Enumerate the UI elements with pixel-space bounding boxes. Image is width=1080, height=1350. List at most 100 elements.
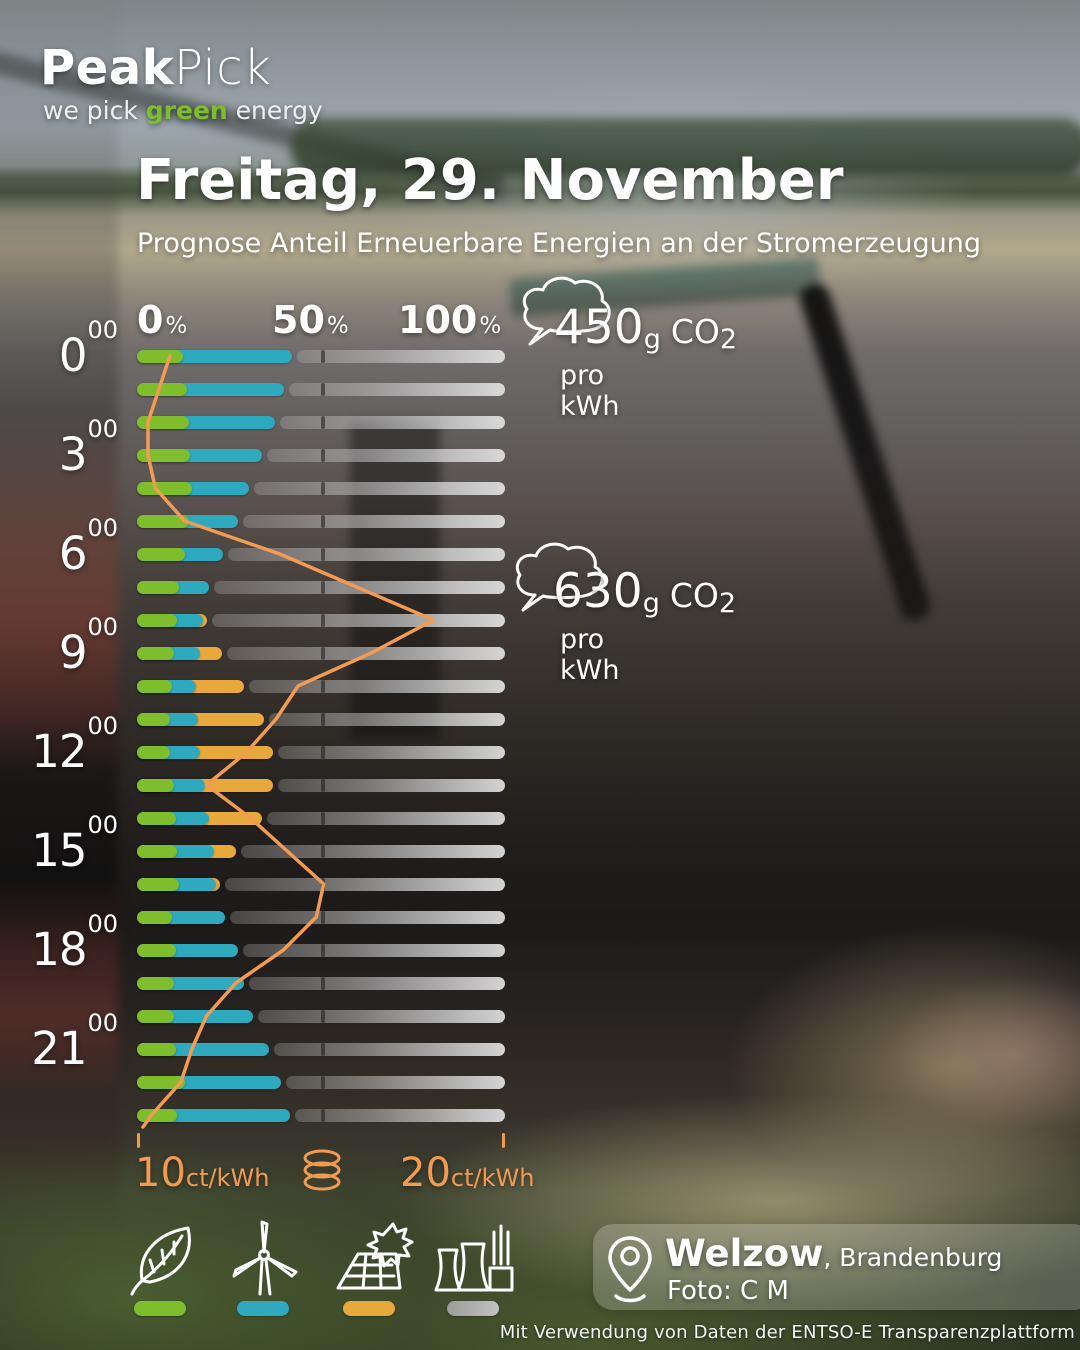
bar-biomass	[137, 349, 183, 363]
bar-remainder	[278, 778, 505, 792]
solar-panel-icon	[336, 1222, 414, 1290]
page-title: Freitag, 29. November	[136, 148, 844, 213]
peakpick-logo: PeakPick	[40, 40, 271, 96]
legend-pill-wind	[237, 1301, 289, 1316]
chart-row-hour-10	[137, 679, 505, 693]
tagline-pre: we pick	[43, 96, 146, 125]
logo-part2: Pick	[174, 40, 272, 96]
co2-value: 630g CO2	[553, 564, 737, 619]
bar-biomass	[137, 976, 174, 990]
price-label-20: 20ct/kWh	[400, 1150, 535, 1196]
bar-biomass	[137, 679, 172, 693]
fifty-percent-mark	[321, 679, 325, 693]
bar-remainder	[228, 547, 505, 561]
bar-biomass	[137, 547, 185, 561]
location-pin-icon	[608, 1236, 652, 1303]
coal-stream	[796, 281, 934, 624]
bar-remainder	[274, 1042, 505, 1056]
chart-row-hour-12	[137, 745, 505, 759]
hour-label-9: 900	[58, 613, 118, 679]
fifty-percent-mark	[321, 646, 325, 660]
bar-biomass	[137, 1108, 178, 1122]
tagline-post: energy	[227, 96, 323, 125]
bar-biomass	[137, 1042, 176, 1056]
bar-biomass	[137, 646, 174, 660]
legend-pill-conventional	[447, 1301, 499, 1316]
chart-row-hour-4	[137, 481, 505, 495]
legend-pill-biomass	[134, 1301, 186, 1316]
fifty-percent-mark	[321, 448, 325, 462]
chart-row-hour-14	[137, 811, 505, 825]
bar-remainder	[278, 745, 505, 759]
chart-row-hour-23	[137, 1108, 505, 1122]
bar-remainder	[294, 1108, 505, 1122]
co2-unit: pro kWh	[560, 624, 620, 686]
bar-remainder	[267, 448, 505, 462]
treeline	[290, 118, 1080, 176]
bar-remainder	[243, 514, 505, 528]
hour-label-15: 1500	[31, 811, 118, 877]
fifty-percent-mark	[321, 481, 325, 495]
bar-biomass	[137, 448, 191, 462]
fifty-percent-mark	[321, 547, 325, 561]
fifty-percent-mark	[321, 712, 325, 726]
price-tick-right	[502, 1133, 505, 1148]
hour-label-0: 000	[58, 316, 118, 382]
bar-remainder	[254, 481, 505, 495]
chart-row-hour-6	[137, 547, 505, 561]
fifty-percent-mark	[321, 943, 325, 957]
co2-annotation-630: 630g CO2 pro kWh	[505, 538, 736, 686]
fifty-percent-mark	[321, 1075, 325, 1089]
bar-remainder	[243, 943, 505, 957]
bar-remainder	[248, 976, 505, 990]
chart-row-hour-7	[137, 580, 505, 594]
fifty-percent-mark	[321, 844, 325, 858]
bar-biomass	[137, 778, 174, 792]
fifty-percent-mark	[321, 811, 325, 825]
bar-remainder	[280, 415, 505, 429]
chart-row-hour-2	[137, 415, 505, 429]
chart-row-hour-5	[137, 514, 505, 528]
bar-remainder	[241, 844, 505, 858]
location-card	[593, 1224, 1080, 1310]
bar-remainder	[224, 877, 505, 891]
bar-biomass	[137, 712, 171, 726]
chart-row-hour-0	[137, 349, 505, 363]
fifty-percent-mark	[321, 745, 325, 759]
bar-biomass	[137, 382, 187, 396]
chart-row-hour-17	[137, 910, 505, 924]
chart-row-hour-21	[137, 1042, 505, 1056]
fifty-percent-mark	[321, 877, 325, 891]
bar-biomass	[137, 943, 176, 957]
co2-unit: pro kWh	[560, 360, 620, 422]
bar-biomass	[137, 910, 172, 924]
logo-part1: Peak	[40, 40, 175, 96]
fifty-percent-mark	[321, 1108, 325, 1122]
hour-label-12: 1200	[31, 712, 118, 778]
fifty-percent-mark	[321, 1042, 325, 1056]
chart-row-hour-3	[137, 448, 505, 462]
power-plant-icon	[434, 1224, 514, 1292]
bar-biomass	[137, 481, 193, 495]
bar-biomass	[137, 613, 178, 627]
data-source-note: Mit Verwendung von Daten der ENTSO-E Tra…	[499, 1322, 1075, 1343]
fifty-percent-mark	[321, 415, 325, 429]
chart-row-hour-19	[137, 976, 505, 990]
bar-biomass	[137, 580, 180, 594]
location-region: , Brandenburg	[823, 1243, 1003, 1272]
bar-biomass	[137, 1075, 185, 1089]
bar-biomass	[137, 1009, 174, 1023]
chart-row-hour-9	[137, 646, 505, 660]
bar-biomass	[137, 844, 178, 858]
bar-biomass	[137, 877, 180, 891]
bar-remainder	[285, 1075, 505, 1089]
bar-remainder	[248, 679, 505, 693]
page-subtitle: Prognose Anteil Erneuerbare Energien an …	[137, 228, 982, 259]
chart-row-hour-11	[137, 712, 505, 726]
fifty-percent-mark	[321, 778, 325, 792]
bar-remainder	[230, 910, 505, 924]
bar-remainder	[267, 811, 505, 825]
fifty-percent-mark	[321, 1009, 325, 1023]
fifty-percent-mark	[321, 514, 325, 528]
